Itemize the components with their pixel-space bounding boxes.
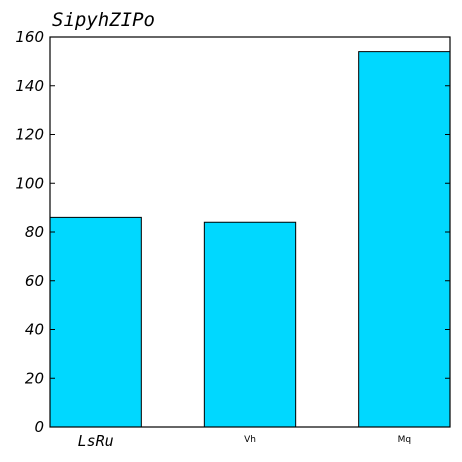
bar-vh (203, 221, 297, 428)
y-tick-label: 160 (15, 28, 44, 46)
plot-frame (49, 36, 451, 428)
y-tick-label: 0 (34, 418, 44, 436)
x-tick-label: Vh (244, 435, 256, 445)
bar-mq (358, 51, 451, 428)
bars-group (49, 51, 451, 428)
x-tick-label: Mq (398, 435, 411, 445)
y-tick-label: 60 (25, 272, 44, 290)
chart-title: SipyhZIPo (52, 9, 155, 31)
y-tick-label: 120 (15, 126, 44, 144)
y-tick-label: 80 (25, 223, 44, 241)
y-tick-label: 100 (15, 174, 44, 192)
y-tick-label: 20 (25, 369, 44, 387)
x-tick-label: LsRu (78, 432, 114, 450)
y-tick-label: 140 (15, 77, 44, 95)
x-axis-ticks: LsRu Vh Mq (78, 432, 411, 450)
bar-lsru (49, 216, 142, 428)
y-tick-label: 40 (25, 321, 44, 339)
y-axis-ticks: 0 20 40 60 80 100 120 140 160 (15, 28, 450, 436)
